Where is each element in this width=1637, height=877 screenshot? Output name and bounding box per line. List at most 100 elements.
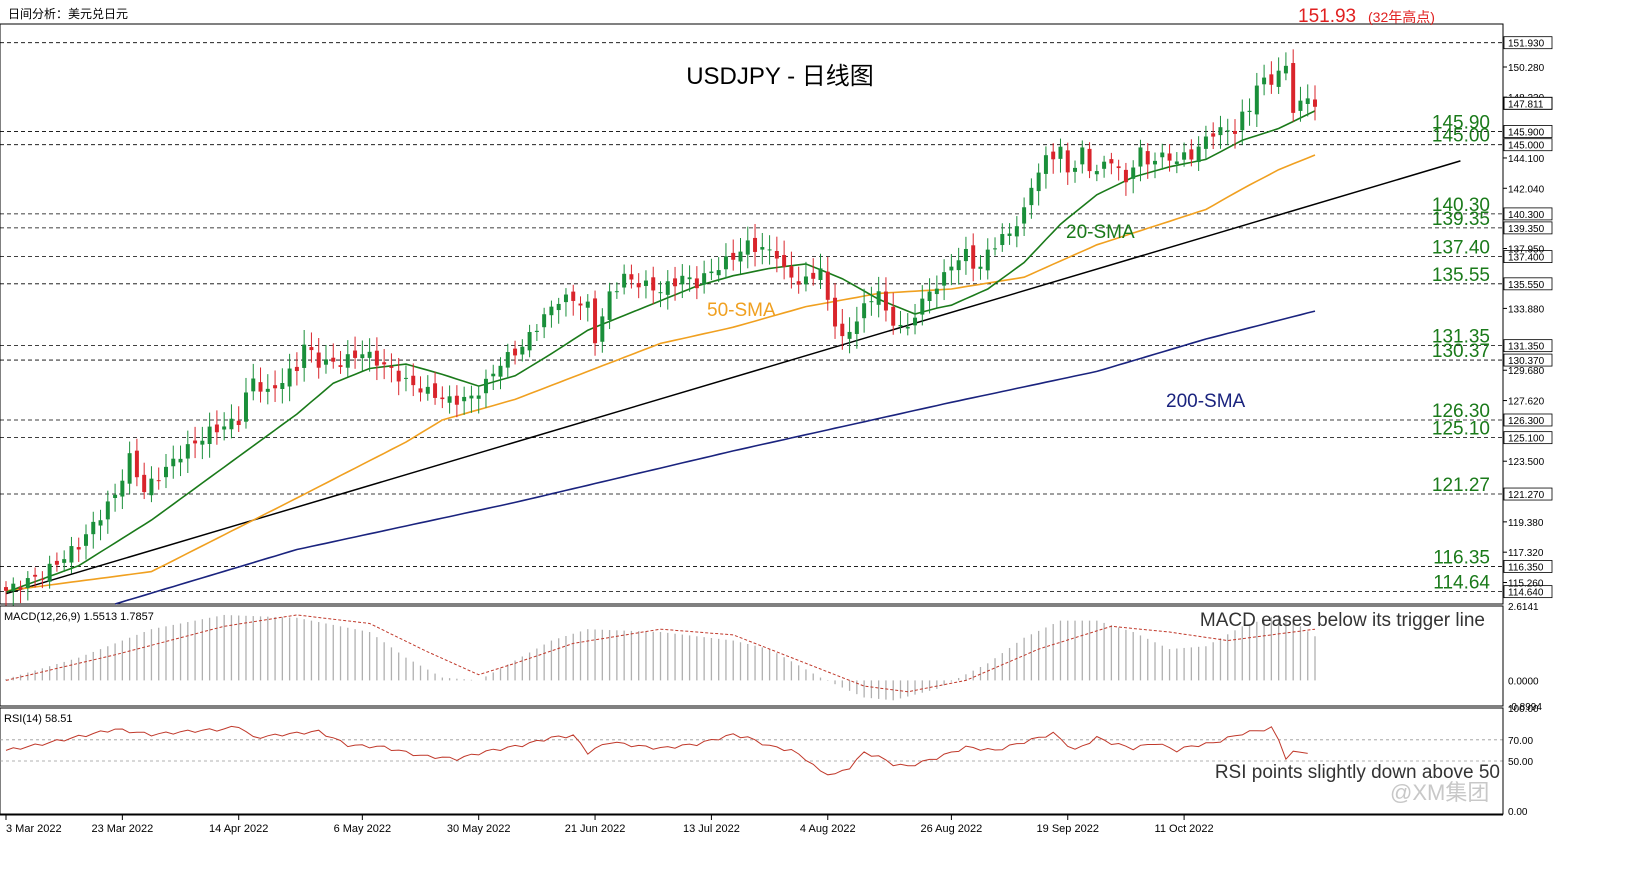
candle-body	[782, 255, 787, 267]
candle-body	[1153, 160, 1157, 165]
rsi-tick-label: 0.00	[1508, 807, 1528, 818]
candle-body	[1225, 130, 1230, 132]
level-axis-label: 139.350	[1508, 224, 1545, 235]
level-label: 125.10	[1432, 419, 1490, 440]
sma200-label: 200-SMA	[1166, 391, 1246, 412]
candle-body	[360, 354, 365, 359]
candle-body	[796, 281, 801, 285]
candle-body	[149, 478, 154, 496]
candle-body	[251, 378, 256, 392]
candle-body	[1160, 152, 1165, 158]
candle-body	[942, 272, 947, 286]
candle-body	[934, 288, 939, 295]
time-tick-label: 21 Jun 2022	[565, 823, 626, 835]
candle-body	[62, 559, 67, 563]
candle-body	[1036, 172, 1041, 192]
candle-body	[134, 450, 139, 478]
level-label: 137.40	[1432, 238, 1490, 259]
candle-body	[818, 268, 823, 281]
candle-body	[156, 480, 161, 482]
candle-body	[84, 534, 88, 546]
candle-body	[505, 352, 510, 368]
candle-body	[127, 453, 132, 484]
candle-body	[963, 248, 968, 262]
candle-body	[556, 303, 561, 311]
macd-pane: MACD(12,26,9) 1.5513 1.7857 MACD eases b…	[0, 605, 1504, 707]
candle-body	[309, 347, 314, 351]
level-axis-box	[1503, 413, 1553, 427]
candle-body	[316, 352, 321, 368]
candle-body	[1109, 159, 1114, 164]
last-price-box	[1503, 96, 1553, 110]
candle-body	[1305, 98, 1310, 104]
trendline	[5, 160, 1461, 595]
candle-body	[33, 574, 38, 577]
candle-body	[418, 388, 423, 393]
candle-body	[731, 252, 736, 260]
candle-body	[258, 382, 263, 392]
candle-body	[1240, 111, 1245, 131]
candle-body	[1094, 171, 1099, 175]
macd-note: MACD eases below its trigger line	[1200, 610, 1485, 631]
level-axis-label: 131.350	[1508, 342, 1545, 353]
level-label: 131.35	[1432, 327, 1490, 348]
level-axis-box	[1503, 221, 1553, 235]
candle-body	[287, 368, 292, 387]
candle-body	[345, 354, 350, 368]
time-tick-label: 14 Apr 2022	[209, 823, 268, 835]
candle-body	[214, 424, 219, 433]
candle-body	[273, 385, 278, 389]
candle-body	[476, 395, 481, 399]
candle-body	[673, 278, 678, 287]
candle-body	[1043, 155, 1048, 174]
candle-body	[702, 273, 707, 285]
candle-body	[767, 249, 772, 251]
macd-axis: 2.6141 0.0000 -0.8994	[1502, 602, 1542, 713]
candle-body	[1283, 65, 1288, 74]
candle-body	[629, 274, 634, 280]
chart-title: USDJPY - 日线图	[686, 63, 874, 90]
price-pane-frame	[0, 23, 1504, 605]
candle-body	[905, 326, 910, 329]
candle-body	[956, 260, 961, 271]
rsi-tick-label: 50.00	[1508, 757, 1533, 768]
candle-body	[105, 501, 110, 520]
candle-body	[571, 291, 576, 301]
level-axis-box	[1503, 431, 1553, 445]
time-tick-label: 6 May 2022	[334, 823, 391, 835]
candle-body	[265, 388, 270, 392]
candle-body	[680, 275, 685, 285]
candle-body	[1102, 161, 1107, 169]
candle-body	[491, 373, 496, 377]
candle-body	[280, 383, 285, 389]
candle-body	[164, 466, 168, 478]
level-axis-label: 151.930	[1508, 39, 1545, 50]
price-tick-label: 150.280	[1508, 63, 1545, 74]
candle-body	[54, 560, 59, 565]
candle-body	[869, 301, 874, 303]
price-tick-label: 129.680	[1508, 366, 1545, 377]
candle-body	[1000, 234, 1005, 246]
candle-body	[1022, 207, 1027, 224]
candle-body	[840, 323, 845, 337]
candle-body	[1065, 150, 1070, 173]
candle-body	[331, 357, 336, 362]
level-axis-label: 121.270	[1508, 490, 1545, 501]
candle-body	[636, 283, 641, 288]
time-tick-label: 3 Mar 2022	[6, 823, 62, 835]
candle-body	[142, 474, 147, 493]
candle-body	[1073, 167, 1078, 172]
candle-body	[1218, 127, 1223, 136]
level-axis-box	[1503, 277, 1553, 291]
time-tick-label: 19 Sep 2022	[1037, 823, 1099, 835]
candle-body	[1247, 110, 1252, 113]
candle-body	[774, 250, 779, 259]
level-axis-box	[1503, 585, 1553, 599]
level-label: 139.35	[1432, 209, 1490, 230]
time-tick-label: 23 Mar 2022	[91, 823, 153, 835]
price-tick-label: 123.500	[1508, 457, 1545, 468]
candle-body	[207, 426, 212, 445]
time-tick-label: 26 Aug 2022	[920, 823, 982, 835]
level-axis-label: 137.400	[1508, 253, 1545, 264]
candle-body	[658, 292, 663, 294]
